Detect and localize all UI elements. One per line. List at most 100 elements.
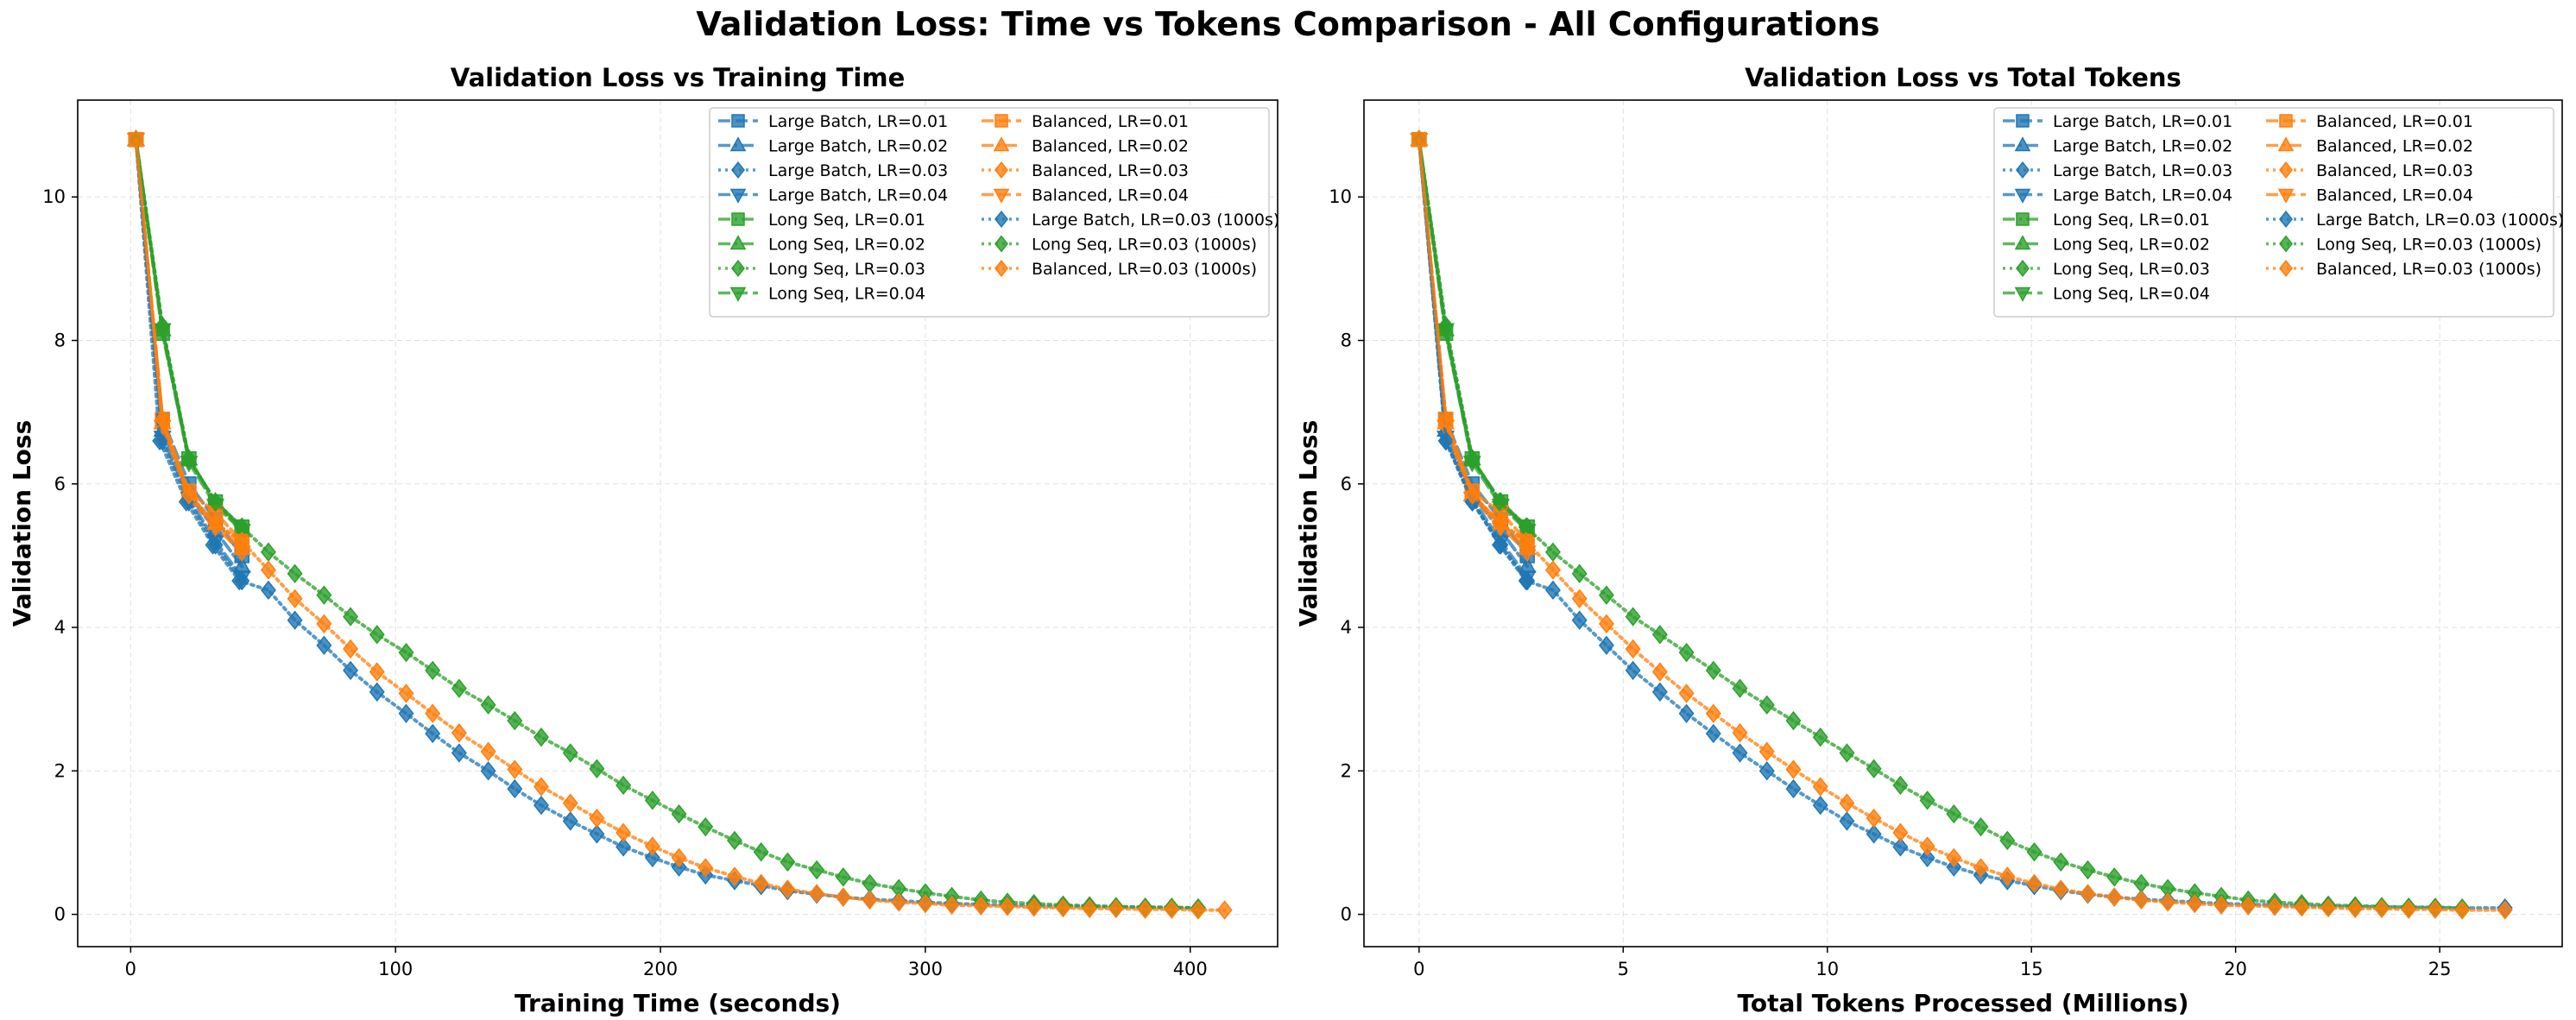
data-point bbox=[2133, 890, 2150, 910]
data-point bbox=[562, 793, 578, 813]
x-tick-label: 10 bbox=[1815, 959, 1839, 979]
legend-label: Long Seq, LR=0.01 bbox=[768, 211, 925, 230]
legend-item: Long Seq, LR=0.02 bbox=[718, 235, 925, 255]
data-point bbox=[1518, 532, 1534, 551]
data-point bbox=[1678, 642, 1695, 663]
data-point bbox=[2454, 900, 2471, 920]
data-point bbox=[316, 585, 332, 605]
y-tick-label: 10 bbox=[1329, 186, 1352, 207]
data-point bbox=[1492, 513, 1507, 533]
chart-title: Validation Loss vs Total Tokens bbox=[1745, 63, 2181, 92]
legend-marker bbox=[2277, 136, 2295, 152]
legend-item: Long Seq, LR=0.03 bbox=[2003, 260, 2210, 279]
data-point bbox=[260, 580, 276, 601]
y-tick-label: 8 bbox=[1341, 331, 1352, 351]
data-point bbox=[1598, 585, 1614, 605]
legend-label: Large Batch, LR=0.03 (1000s) bbox=[2316, 211, 2564, 230]
data-point bbox=[2401, 899, 2417, 919]
series-line bbox=[134, 137, 1200, 910]
data-point bbox=[1055, 897, 1071, 918]
data-point bbox=[1438, 316, 1455, 337]
legend-item: Large Batch, LR=0.03 (1000s) bbox=[2266, 211, 2564, 230]
data-point bbox=[398, 683, 414, 703]
legend-frame bbox=[1993, 107, 2554, 318]
data-point bbox=[753, 873, 769, 894]
legend-label: Balanced, LR=0.03 (1000s) bbox=[2316, 260, 2541, 279]
data-point bbox=[2106, 867, 2123, 887]
legend-item: Large Batch, LR=0.03 (1000s) bbox=[982, 211, 1279, 230]
data-point bbox=[2080, 859, 2096, 880]
data-point bbox=[1571, 610, 1588, 630]
data-point bbox=[398, 642, 414, 663]
data-point bbox=[589, 808, 605, 828]
data-point bbox=[316, 635, 332, 656]
data-point bbox=[1732, 723, 1748, 743]
data-point bbox=[1625, 607, 1641, 626]
data-point bbox=[1785, 710, 1802, 731]
data-point bbox=[589, 824, 605, 844]
legend-label: Balanced, LR=0.04 bbox=[2316, 186, 2473, 205]
data-point bbox=[753, 842, 769, 862]
data-point bbox=[2497, 900, 2513, 920]
data-point bbox=[1705, 703, 1721, 724]
data-point bbox=[316, 614, 332, 634]
legend-marker bbox=[2279, 161, 2293, 179]
data-point bbox=[234, 532, 250, 551]
legend-item: Long Seq, LR=0.04 bbox=[718, 285, 925, 304]
data-point bbox=[1866, 759, 1882, 779]
data-point bbox=[1892, 775, 1909, 796]
data-point bbox=[891, 892, 907, 912]
legend-item: Large Batch, LR=0.03 bbox=[2003, 161, 2232, 180]
data-point bbox=[2106, 887, 2123, 907]
data-point bbox=[1705, 660, 1721, 681]
data-point bbox=[2240, 896, 2257, 916]
y-tick-label: 4 bbox=[54, 617, 66, 638]
legend-label: Long Seq, LR=0.03 (1000s) bbox=[1032, 236, 1257, 255]
data-point bbox=[128, 129, 144, 149]
data-point bbox=[287, 610, 303, 630]
data-point bbox=[1946, 847, 1962, 868]
data-point bbox=[1866, 808, 1882, 828]
legend-marker bbox=[993, 136, 1010, 152]
data-point bbox=[644, 847, 660, 868]
data-point bbox=[1544, 560, 1561, 580]
data-point bbox=[2427, 899, 2443, 919]
data-point bbox=[2213, 895, 2230, 915]
chart-2: 0 5 10 15 20 25 0 2 4 6 8 10 Validation Loss vs Tota… bbox=[1294, 63, 2564, 1017]
data-point bbox=[480, 695, 496, 715]
data-point bbox=[152, 431, 168, 451]
series-15 bbox=[128, 129, 1233, 920]
data-point bbox=[287, 589, 303, 608]
data-point bbox=[1919, 836, 1935, 856]
data-point bbox=[644, 836, 660, 856]
legend-marker bbox=[2016, 161, 2030, 179]
legend-frame bbox=[709, 107, 1270, 318]
data-point bbox=[2053, 879, 2069, 899]
data-point bbox=[451, 678, 467, 698]
data-point bbox=[369, 662, 385, 682]
x-axis-label: Training Time (seconds) bbox=[515, 989, 841, 1017]
data-point bbox=[507, 759, 523, 779]
legend-item: Large Batch, LR=0.04 bbox=[718, 186, 948, 205]
data-point bbox=[1839, 811, 1855, 831]
data-point bbox=[1651, 625, 1668, 645]
x-tick-label: 300 bbox=[908, 959, 943, 979]
legend-item: Balanced, LR=0.03 (1000s) bbox=[2266, 260, 2541, 279]
legend-marker bbox=[731, 212, 745, 226]
data-point bbox=[480, 761, 496, 781]
legend: Large Batch, LR=0.01 Large Batch, LR=0.02… bbox=[709, 107, 1279, 318]
data-point bbox=[1812, 777, 1828, 796]
data-point bbox=[944, 895, 960, 915]
legend-marker bbox=[2016, 260, 2030, 277]
legend-label: Large Batch, LR=0.01 bbox=[2053, 112, 2232, 131]
data-point bbox=[562, 811, 578, 831]
data-point bbox=[780, 879, 796, 899]
series-line bbox=[1417, 137, 2465, 910]
legend-marker bbox=[2277, 188, 2295, 204]
data-point bbox=[1598, 635, 1614, 656]
data-point bbox=[1082, 898, 1098, 919]
data-point bbox=[2080, 884, 2096, 904]
data-point bbox=[1999, 830, 2016, 851]
legend-marker bbox=[731, 260, 745, 277]
